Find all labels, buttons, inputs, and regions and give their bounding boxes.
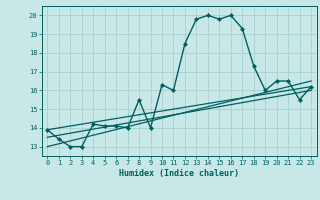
X-axis label: Humidex (Indice chaleur): Humidex (Indice chaleur) (119, 169, 239, 178)
